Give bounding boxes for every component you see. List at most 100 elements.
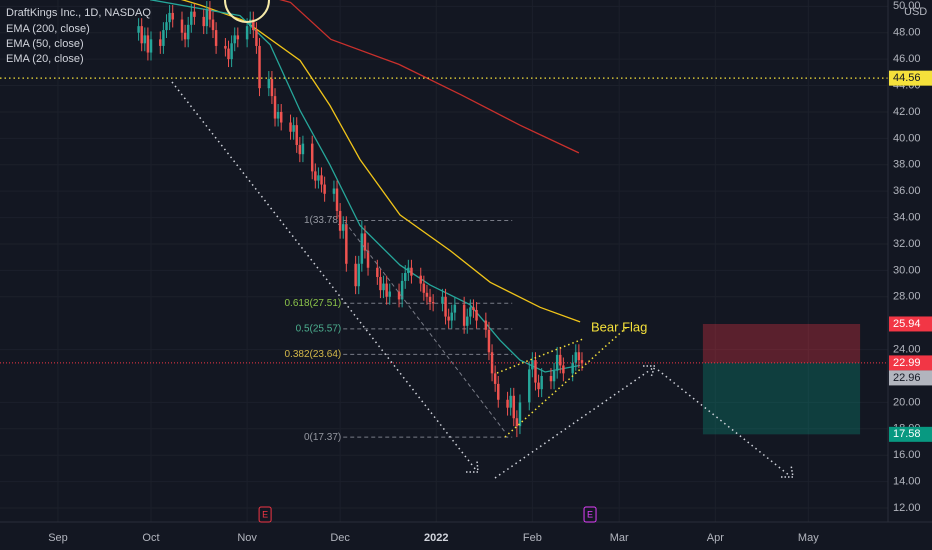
price-label: 17.58 [893, 428, 921, 440]
candle-body [512, 395, 516, 419]
price-label: 25.94 [893, 318, 921, 330]
candle-body [267, 78, 271, 89]
price-axis [888, 0, 932, 550]
candle-body [404, 273, 407, 281]
candle-body [466, 316, 469, 326]
candle-body [258, 45, 261, 89]
candle-body [190, 11, 193, 25]
y-tick-label: 48.00 [893, 27, 921, 39]
stop-zone [702, 323, 861, 363]
y-tick-label: 20.00 [893, 396, 921, 408]
candle-body [270, 78, 274, 97]
candle-body [320, 175, 323, 185]
candle-body [493, 373, 497, 384]
fib-trend-line [344, 221, 506, 433]
candle-body [509, 395, 512, 408]
y-tick-label: 36.00 [893, 185, 921, 197]
fib-label: 0(17.37) [304, 432, 341, 443]
candle-body [518, 402, 522, 427]
y-tick-label: 46.00 [893, 53, 921, 65]
ema-line [149, 0, 581, 373]
candle-body [472, 307, 475, 310]
fib-label: 0.618(27.51) [285, 298, 342, 309]
y-tick-label: 24.00 [893, 343, 921, 355]
candle-body [279, 111, 283, 123]
legend-entry: EMA (50, close) [6, 38, 84, 50]
candle-body [487, 329, 491, 353]
candle-body [484, 320, 488, 330]
candle-body [208, 8, 212, 20]
candle-body [186, 24, 190, 40]
candle-body [552, 370, 556, 382]
price-label: 44.56 [893, 72, 921, 84]
candle-body [506, 399, 509, 408]
y-tick-label: 40.00 [893, 132, 921, 144]
candle-body [162, 30, 165, 46]
y-tick-label: 12.00 [893, 502, 921, 514]
candle-body [341, 224, 345, 231]
plot-area: 1(33.78) 0.618(27.51) 0.5(25.57) 0.382(23.6… [0, 0, 888, 443]
candle-body [428, 296, 432, 303]
candle-body [453, 304, 457, 313]
candle-body [407, 267, 410, 274]
candle-body [497, 383, 500, 400]
ema-line [279, 0, 580, 154]
candle-body [360, 233, 364, 264]
price-label-bg [889, 426, 932, 442]
candle-body [338, 210, 342, 231]
candle-body [224, 45, 227, 49]
candle-body [289, 122, 292, 132]
y-tick-label: 16.00 [893, 449, 921, 461]
x-tick-label: 2022 [424, 532, 448, 544]
candle-body [357, 263, 360, 287]
candle-body [245, 26, 249, 40]
price-label: 22.99 [893, 357, 921, 369]
legend-entry: EMA (20, close) [6, 53, 84, 65]
candle-body [345, 224, 348, 264]
earnings-marker [583, 506, 597, 523]
currency-label: USD [904, 6, 927, 18]
candle-body [165, 22, 168, 31]
candle-body [382, 283, 385, 291]
legend: DraftKings Inc., 1D, NASDAQ EMA (200, cl… [6, 7, 151, 65]
candle-body [422, 283, 426, 293]
x-tick-label: May [798, 532, 819, 544]
candle-body [549, 375, 553, 382]
candle-body [388, 291, 391, 297]
candle-body [450, 312, 453, 321]
chart-title: DraftKings Inc., 1D, NASDAQ [6, 7, 151, 19]
candle-body [248, 19, 252, 27]
fib-label: 0.5(25.57) [296, 323, 342, 334]
candle-body [469, 307, 472, 317]
candle-body [301, 143, 305, 155]
price-label-bg [889, 370, 932, 386]
candle-body [314, 171, 317, 181]
y-tick-label: 32.00 [893, 238, 921, 250]
earnings-label: E [262, 509, 268, 519]
arrow-down [657, 369, 791, 477]
candle-body [580, 360, 584, 364]
candle-body [317, 175, 320, 181]
candle-body [292, 125, 295, 132]
candle-body [193, 11, 196, 17]
candle-body [431, 302, 435, 304]
candle-body [475, 309, 478, 321]
candle-body [363, 233, 367, 251]
candle-body [236, 35, 240, 40]
y-tick-label: 34.00 [893, 211, 921, 223]
candle-body [273, 96, 277, 119]
y-tick-label: 42.00 [893, 106, 921, 118]
candle-body [233, 35, 236, 44]
candle-body [577, 352, 581, 361]
x-tick-label: Nov [237, 532, 257, 544]
arrow-head [643, 365, 657, 378]
candle-body [180, 19, 184, 33]
candle-body [171, 12, 174, 20]
x-tick-label: Sep [48, 532, 68, 544]
arrow-head [781, 464, 794, 478]
candle-body [366, 250, 370, 268]
candle-body [528, 369, 531, 403]
y-tick-label: 14.00 [893, 476, 921, 488]
